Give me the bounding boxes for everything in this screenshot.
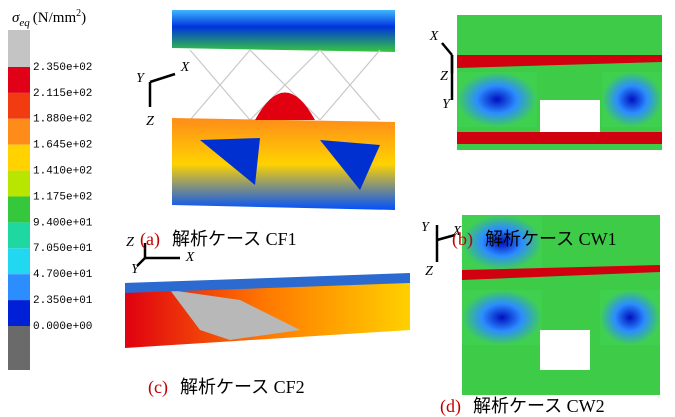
colorbar-label: 2.350e+02 bbox=[33, 62, 92, 74]
colorbar-swatch bbox=[8, 197, 30, 223]
caption-text: 解析ケース CF1 bbox=[172, 229, 297, 249]
colorbar-swatch bbox=[8, 145, 30, 171]
colorbar-label: 1.880e+02 bbox=[33, 114, 92, 126]
colorbar-swatch bbox=[8, 171, 30, 197]
colorbar-label: 1.410e+02 bbox=[33, 166, 92, 178]
caption-text: 解析ケース CW1 bbox=[485, 229, 617, 249]
axis-label: Z bbox=[425, 264, 433, 279]
legend-title: σeq(N/mm2) bbox=[12, 8, 86, 29]
axis-label: Y bbox=[421, 220, 431, 235]
axis-label: Z bbox=[126, 235, 134, 250]
caption: (a) 解析ケース CF1 bbox=[140, 229, 297, 250]
panel-c-image bbox=[125, 273, 410, 348]
caption-label: (c) bbox=[148, 377, 168, 398]
caption-label: (d) bbox=[440, 396, 461, 417]
colorbar-label: 2.350e+01 bbox=[33, 295, 93, 307]
colorbar-label: 4.700e+01 bbox=[33, 269, 93, 281]
figure: σeq(N/mm2) 2.350e+02 2.115e+02 1.880e+02 1.… bbox=[0, 0, 675, 417]
colorbar-label: 1.645e+02 bbox=[33, 140, 92, 152]
panel-a-image bbox=[172, 10, 395, 210]
colorbar-swatch bbox=[8, 222, 30, 248]
axis-label: Z bbox=[146, 114, 154, 129]
axis-label: X bbox=[185, 250, 195, 265]
colorbar-label: 9.400e+01 bbox=[33, 217, 93, 229]
colorbar-swatch bbox=[8, 274, 30, 300]
axis-label: Z bbox=[440, 69, 448, 84]
colorbar-swatch bbox=[8, 93, 30, 119]
caption-label: (a) bbox=[140, 229, 160, 250]
caption: (c) 解析ケース CF2 bbox=[148, 377, 305, 398]
colorbar: 2.350e+02 2.115e+02 1.880e+02 1.645e+02 1.41… bbox=[8, 30, 93, 370]
caption-text: 解析ケース CW2 bbox=[473, 396, 605, 416]
caption: (d) 解析ケース CW2 bbox=[440, 396, 605, 417]
colorbar-swatch bbox=[8, 119, 30, 145]
colorbar-swatch bbox=[8, 67, 30, 93]
colorbar-swatch bbox=[8, 30, 30, 67]
caption-label: (b) bbox=[452, 229, 473, 250]
colorbar-label: 7.050e+01 bbox=[33, 243, 93, 255]
colorbar-label: 1.175e+02 bbox=[33, 191, 92, 203]
panel-b-image bbox=[457, 15, 662, 150]
axis-arrow bbox=[442, 43, 452, 55]
colorbar-swatch bbox=[8, 326, 30, 370]
axis-label: X bbox=[429, 29, 439, 44]
colorbar-label: 2.115e+02 bbox=[33, 88, 92, 100]
colorbar-swatch bbox=[8, 248, 30, 274]
colorbar-swatch bbox=[8, 300, 30, 326]
colorbar-label: 0.000e+00 bbox=[33, 321, 92, 333]
caption-text: 解析ケース CF2 bbox=[180, 377, 305, 397]
axis-label: Y bbox=[136, 71, 146, 86]
axis-label: Y bbox=[442, 97, 452, 112]
axis-label: X bbox=[180, 60, 190, 75]
axis-arrow bbox=[150, 74, 175, 82]
